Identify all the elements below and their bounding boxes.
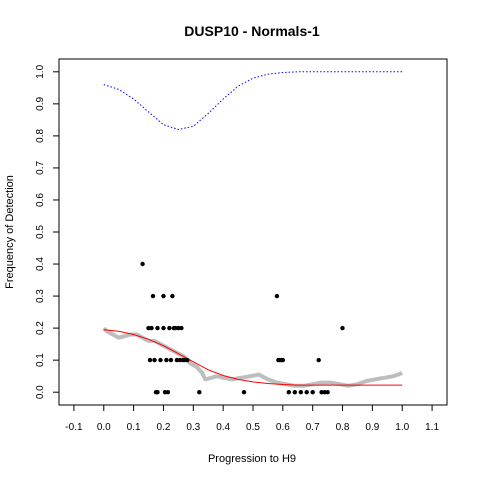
- data-point: [292, 390, 297, 395]
- data-point: [280, 357, 285, 363]
- data-point: [274, 293, 280, 299]
- data-point: [325, 390, 330, 395]
- x-tick-label: 0.6: [276, 422, 290, 433]
- y-tick-label: 0.2: [35, 321, 46, 335]
- upper-band-line: [103, 71, 403, 131]
- y-tick-label: 0.6: [35, 193, 46, 207]
- data-point: [165, 390, 171, 395]
- data-point: [316, 357, 321, 363]
- y-tick-label: 0.0: [35, 385, 46, 399]
- y-axis-label: Frequency of Detection: [4, 175, 16, 289]
- y-tick-label: 0.8: [35, 129, 46, 143]
- data-point: [168, 357, 174, 363]
- y-tick-label: 0.7: [35, 161, 46, 175]
- y-tick-label: 0.9: [35, 97, 46, 111]
- y-tick-label: 0.3: [35, 289, 46, 303]
- data-point: [298, 390, 303, 395]
- data-point: [241, 390, 247, 395]
- data-point: [340, 325, 345, 331]
- plot-area: [58, 58, 448, 406]
- fit-series-line: [103, 329, 403, 386]
- x-tick-label: 0.2: [157, 422, 171, 433]
- data-point: [185, 357, 190, 363]
- y-tick-label: 0.1: [35, 353, 46, 367]
- x-tick-label: 0.5: [246, 422, 260, 433]
- data-point: [149, 325, 154, 331]
- data-point: [140, 261, 145, 267]
- data-point: [170, 293, 175, 299]
- y-tick-label: 0.4: [35, 257, 46, 271]
- x-tick-label: 1.0: [395, 422, 409, 433]
- data-point: [152, 357, 157, 363]
- y-tick-label: 1.0: [35, 64, 46, 78]
- data-point: [155, 325, 160, 331]
- data-point: [155, 390, 160, 395]
- x-tick-label: 0.4: [216, 422, 230, 433]
- x-tick-label: 0.7: [306, 422, 320, 433]
- x-axis-label: Progression to H9: [208, 453, 296, 465]
- data-point: [286, 390, 291, 395]
- data-point: [161, 293, 166, 299]
- data-point: [158, 357, 163, 363]
- data-point: [161, 325, 166, 331]
- x-tick-label: -0.1: [65, 422, 83, 433]
- data-point: [164, 357, 169, 363]
- smoothed-series-line: [102, 326, 403, 388]
- data-point: [310, 390, 315, 395]
- chart-marks: [102, 71, 403, 395]
- data-point: [304, 390, 309, 395]
- chart-title: DUSP10 - Normals-1: [184, 23, 320, 39]
- data-point: [150, 293, 156, 299]
- x-axis: -0.1 0.0 0.1 0.2 0.3 0.4 0.5 0.6 0.7 0.8 0.9 1.0 1.1: [65, 405, 439, 433]
- x-tick-label: 0.8: [336, 422, 350, 433]
- x-tick-label: 1.1: [425, 422, 439, 433]
- x-tick-label: 0.1: [127, 422, 141, 433]
- x-tick-label: 0.9: [365, 422, 379, 433]
- y-axis: 0.0 0.1 0.2 0.3 0.4 0.5 0.6 0.7 0.8 0.9 1.0: [35, 64, 59, 399]
- data-point: [179, 325, 184, 331]
- x-tick-label: 0.3: [186, 422, 200, 433]
- data-point: [197, 390, 202, 395]
- data-point: [167, 325, 172, 331]
- x-tick-label: 0.0: [97, 422, 111, 433]
- y-tick-label: 0.5: [35, 225, 46, 239]
- data-point: [147, 357, 153, 363]
